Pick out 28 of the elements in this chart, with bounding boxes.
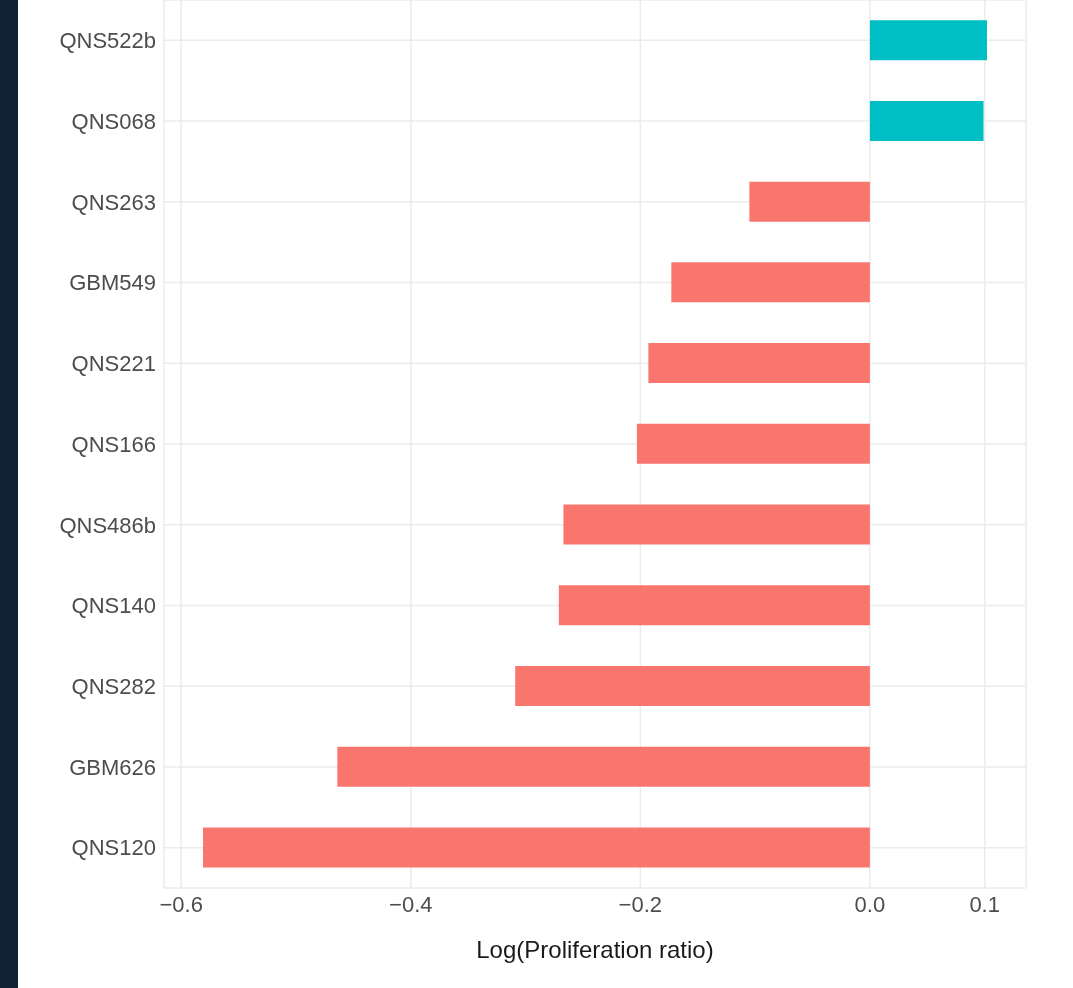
y-tick-label: QNS486b	[59, 512, 156, 538]
y-tick-label: GBM549	[69, 270, 156, 296]
bar	[636, 423, 870, 464]
bar	[648, 343, 870, 384]
bar	[558, 585, 870, 626]
bar	[869, 20, 987, 61]
bar	[671, 262, 870, 303]
y-tick-label: QNS068	[71, 108, 156, 134]
bar	[749, 181, 870, 222]
x-tick-label: 0.1	[969, 891, 1000, 917]
bar	[337, 746, 870, 787]
bar	[515, 666, 870, 706]
bar	[869, 100, 984, 141]
y-tick-label: QNS140	[71, 593, 156, 619]
x-tick-label: −0.2	[618, 891, 663, 917]
x-tick-label: 0.0	[854, 891, 886, 917]
y-tick-label: QNS263	[71, 189, 156, 215]
bar	[203, 827, 870, 868]
x-tick-label: −0.6	[159, 891, 203, 917]
x-tick-label: −0.4	[389, 891, 433, 917]
y-tick-label: QNS120	[71, 835, 156, 861]
y-tick-label: QNS282	[71, 673, 156, 699]
x-axis-title: Log(Proliferation ratio)	[476, 936, 714, 963]
y-tick-label: QNS221	[71, 351, 156, 377]
y-tick-label: GBM626	[69, 754, 156, 780]
y-tick-label: QNS166	[71, 431, 156, 457]
y-tick-label: QNS522b	[59, 28, 156, 54]
bar	[563, 504, 870, 545]
